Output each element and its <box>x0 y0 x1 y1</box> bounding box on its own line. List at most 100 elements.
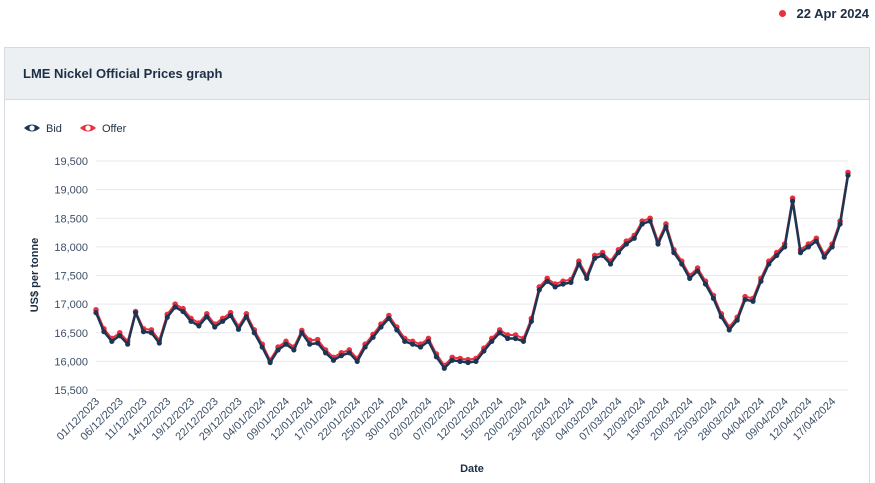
data-point-bid <box>101 329 107 335</box>
data-point-bid <box>758 278 764 284</box>
data-point-bid <box>663 224 669 230</box>
data-point-bid <box>615 250 622 256</box>
series-line-offer <box>95 172 849 367</box>
data-point-bid <box>568 279 574 285</box>
data-point-bid <box>180 308 186 315</box>
y-tick-label: 18,000 <box>54 242 88 254</box>
data-point-bid <box>220 318 226 324</box>
data-point-bid <box>148 330 155 336</box>
y-tick-label: 16,000 <box>54 356 88 368</box>
data-point-bid <box>378 324 384 330</box>
data-point-bid <box>299 330 305 336</box>
data-point-bid <box>687 275 693 281</box>
data-point-bid <box>576 261 582 267</box>
data-point-bid <box>196 323 202 329</box>
series-bid <box>93 172 851 371</box>
data-point-bid <box>212 324 218 330</box>
data-point-bid <box>172 304 178 310</box>
data-point-bid <box>140 329 147 335</box>
y-tick-label: 17,500 <box>54 271 88 283</box>
data-point-bid <box>552 284 558 290</box>
data-point-bid <box>845 172 851 178</box>
data-point-bid <box>338 353 344 359</box>
data-point-bid <box>93 310 99 316</box>
chart-panel: LME Nickel Official Prices graph <box>4 47 870 483</box>
data-point-bid <box>322 350 329 356</box>
report-date: 22 Apr 2024 <box>779 6 869 21</box>
data-point-bid <box>370 334 376 340</box>
data-point-bid <box>726 327 732 333</box>
data-point-bid <box>655 241 661 247</box>
data-point-bid <box>797 250 804 256</box>
data-point-bid <box>829 244 835 250</box>
data-point-bid <box>734 317 740 323</box>
data-point-bid <box>512 335 519 342</box>
data-point-bid <box>489 338 495 344</box>
data-point-bid <box>267 359 273 366</box>
eye-pupil <box>29 125 35 131</box>
data-point-bid <box>647 218 653 224</box>
data-point-bid <box>718 314 724 320</box>
chart-grid <box>96 160 848 391</box>
data-point-bid <box>394 327 400 333</box>
data-point-bid <box>410 341 416 347</box>
legend-item-offer[interactable]: Offer <box>80 123 127 135</box>
data-point-bid <box>315 340 321 346</box>
data-point-bid <box>259 344 265 350</box>
data-point-bid <box>330 357 337 363</box>
data-point-bid <box>805 244 812 250</box>
data-point-bid <box>623 241 629 247</box>
legend-label: Bid <box>46 123 62 135</box>
y-tick-label: 18,500 <box>54 213 88 225</box>
data-point-bid <box>742 296 748 303</box>
eye-pupil <box>85 125 91 131</box>
data-point-bid <box>283 341 289 347</box>
data-point-bid <box>354 358 360 364</box>
y-tick-label: 19,000 <box>54 185 88 197</box>
data-point-bid <box>600 252 606 259</box>
data-point-bid <box>481 348 487 354</box>
data-point-bid <box>362 344 368 350</box>
x-axis-ticks: 01/12/202306/12/202311/12/202314/12/2023… <box>55 396 839 443</box>
y-tick-label: 15,500 <box>54 385 88 397</box>
data-point-bid <box>782 244 788 250</box>
data-point-bid <box>544 278 550 284</box>
data-point-bid <box>631 235 637 241</box>
data-point-bid <box>425 338 432 344</box>
data-point-bid <box>473 358 479 364</box>
data-point-bid <box>156 340 162 346</box>
data-point-bid <box>695 268 701 274</box>
data-point-bid <box>710 295 717 301</box>
data-point-bid <box>132 310 139 316</box>
data-point-bid <box>560 281 566 287</box>
y-tick-label: 19,500 <box>54 156 88 168</box>
data-point-bid <box>679 261 685 267</box>
data-point-bid <box>536 287 542 293</box>
data-point-bid <box>402 338 408 344</box>
data-point-bid <box>702 281 709 287</box>
data-point-bid <box>813 238 819 244</box>
panel-title: LME Nickel Official Prices graph <box>23 66 223 81</box>
chart-series <box>93 169 851 371</box>
data-point-bid <box>671 250 677 256</box>
y-axis-title: US$ per tonne <box>29 238 41 313</box>
data-point-bid <box>520 338 527 344</box>
data-point-bid <box>346 350 352 356</box>
date-dot-icon <box>779 10 787 17</box>
data-point-bid <box>109 338 115 344</box>
data-point-bid <box>433 354 439 360</box>
data-point-bid <box>441 365 447 371</box>
data-point-bid <box>204 314 210 320</box>
series-offer <box>93 169 851 369</box>
data-point-bid <box>457 358 463 364</box>
data-point-bid <box>386 315 392 322</box>
data-point-bid <box>607 261 614 267</box>
y-tick-label: 17,000 <box>54 299 88 311</box>
legend-item-bid[interactable]: Bid <box>24 123 62 135</box>
panel-header: LME Nickel Official Prices graph <box>5 48 869 100</box>
data-point-bid <box>584 275 590 281</box>
y-axis-ticks: 15,500 16,000 16,500 17,000 17,500 18,000 18,5… <box>54 156 88 397</box>
data-point-bid <box>117 333 123 339</box>
data-point-bid <box>235 326 242 332</box>
data-point-bid <box>821 254 827 260</box>
